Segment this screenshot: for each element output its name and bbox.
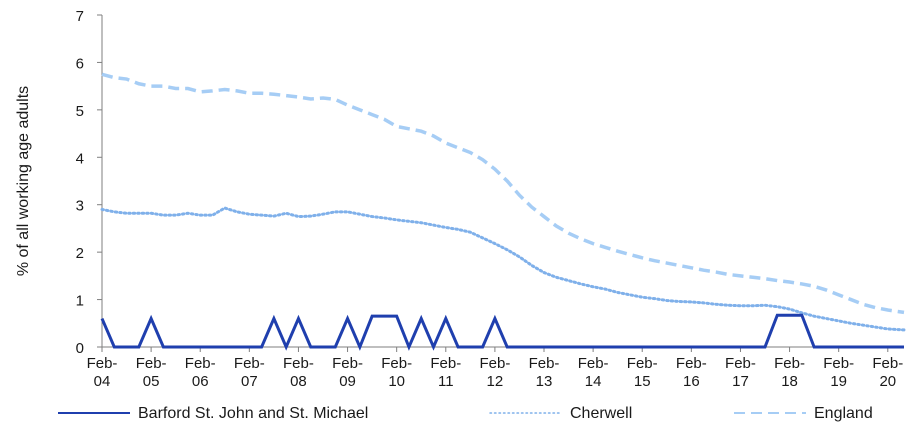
x-tick-label-line2: 19 [830, 373, 847, 390]
x-tick-label-line1: Feb- [823, 355, 854, 372]
x-tick-label-line2: 04 [94, 373, 111, 390]
x-tick-label-line1: Feb- [430, 355, 461, 372]
x-tick-label-line1: Feb- [676, 355, 707, 372]
x-tick-label-line2: 07 [241, 373, 258, 390]
y-tick-label: 0 [76, 340, 84, 357]
x-tick-label-line1: Feb- [725, 355, 756, 372]
x-tick-label-line1: Feb- [774, 355, 805, 372]
x-tick-label-line1: Feb- [332, 355, 363, 372]
x-tick-label-line1: Feb- [529, 355, 560, 372]
x-tick-label-line1: Feb- [578, 355, 609, 372]
x-tick-label-line1: Feb- [872, 355, 903, 372]
y-tick-label: 6 [76, 55, 84, 72]
x-tick-label-line2: 08 [290, 373, 307, 390]
y-tick-label: 7 [76, 8, 84, 25]
y-tick-label: 5 [76, 103, 84, 120]
x-tick-label-line2: 11 [438, 373, 454, 390]
x-tick-label-line2: 12 [487, 373, 504, 390]
x-tick-label-line2: 20 [879, 373, 896, 390]
x-tick-label-line2: 13 [536, 373, 553, 390]
y-tick-label: 3 [76, 198, 84, 215]
x-axis: Feb-04Feb-05Feb-06Feb-07Feb-08Feb-09Feb-… [87, 346, 904, 390]
series-lines [100, 72, 906, 351]
legend-label-1: Cherwell [570, 405, 632, 422]
x-tick-label-line2: 14 [585, 373, 602, 390]
legend-label-2: England [814, 405, 873, 422]
x-tick-label-line1: Feb- [283, 355, 314, 372]
x-tick-label-line2: 17 [732, 373, 749, 390]
x-tick-label-line1: Feb- [185, 355, 216, 372]
x-tick-label-line2: 05 [143, 373, 160, 390]
x-tick-label-line1: Feb- [136, 355, 167, 372]
legend: Barford St. John and St. Michael Cherwell… [58, 405, 873, 422]
x-tick-label-line1: Feb- [627, 355, 658, 372]
y-tick-label: 2 [76, 245, 84, 262]
series-line-1 [100, 206, 906, 332]
x-tick-label-line1: Feb- [87, 355, 118, 372]
y-tick-label: 1 [76, 293, 84, 310]
y-axis: 0 1 2 3 4 5 6 7 [76, 8, 103, 357]
x-tick-label-line2: 06 [192, 373, 209, 390]
y-tick-label: 4 [76, 150, 84, 167]
x-tick-label-line1: Feb- [234, 355, 265, 372]
x-tick-label-line2: 16 [683, 373, 700, 390]
x-tick-label-line2: 18 [781, 373, 798, 390]
x-tick-label-line2: 15 [634, 373, 651, 390]
y-axis-label: % of all working age adults [15, 86, 32, 276]
legend-label-0: Barford St. John and St. Michael [138, 405, 368, 422]
x-tick-label-line2: 10 [388, 373, 405, 390]
x-tick-label-line2: 09 [339, 373, 356, 390]
x-tick-label-line1: Feb- [479, 355, 510, 372]
x-tick-label-line1: Feb- [381, 355, 412, 372]
series-line-0 [100, 313, 904, 351]
series-line-2 [101, 72, 905, 315]
